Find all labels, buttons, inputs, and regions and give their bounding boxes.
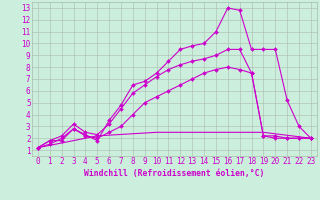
X-axis label: Windchill (Refroidissement éolien,°C): Windchill (Refroidissement éolien,°C) [84, 169, 265, 178]
